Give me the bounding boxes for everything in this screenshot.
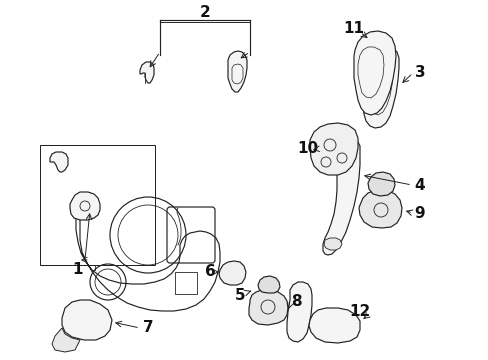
Text: 6: 6 [204, 265, 215, 279]
PathPatch shape [324, 238, 341, 250]
Text: 4: 4 [414, 177, 425, 193]
PathPatch shape [308, 308, 359, 343]
PathPatch shape [52, 328, 80, 352]
Text: 3: 3 [414, 64, 425, 80]
Text: 7: 7 [142, 320, 153, 336]
PathPatch shape [248, 290, 287, 325]
Text: 1: 1 [73, 262, 83, 278]
Text: 9: 9 [414, 206, 425, 220]
PathPatch shape [353, 31, 395, 115]
PathPatch shape [219, 261, 245, 285]
PathPatch shape [62, 300, 112, 340]
PathPatch shape [323, 140, 359, 255]
Text: 2: 2 [199, 5, 210, 19]
Text: 10: 10 [297, 140, 318, 156]
PathPatch shape [140, 62, 154, 83]
Text: 11: 11 [343, 21, 364, 36]
PathPatch shape [50, 152, 68, 172]
PathPatch shape [367, 172, 394, 196]
PathPatch shape [258, 276, 280, 293]
PathPatch shape [227, 51, 246, 92]
Text: 5: 5 [234, 288, 245, 302]
PathPatch shape [358, 190, 401, 228]
PathPatch shape [362, 46, 398, 128]
PathPatch shape [309, 123, 357, 175]
Text: 8: 8 [290, 294, 301, 310]
Bar [175, 272, 197, 294]
Bar [40, 145, 155, 265]
Text: 12: 12 [348, 305, 370, 320]
PathPatch shape [70, 192, 100, 220]
PathPatch shape [286, 282, 311, 342]
